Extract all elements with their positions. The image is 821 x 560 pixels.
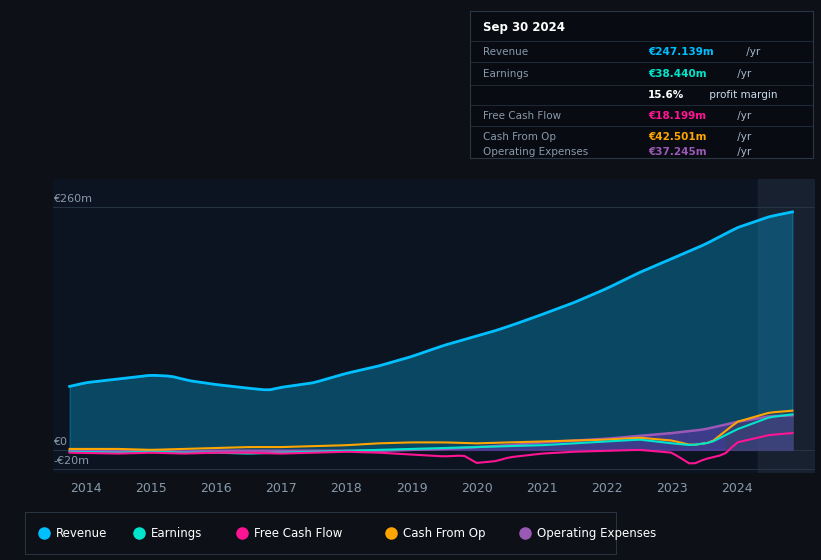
Text: Revenue: Revenue — [56, 527, 108, 540]
Text: Cash From Op: Cash From Op — [403, 527, 485, 540]
Text: Sep 30 2024: Sep 30 2024 — [484, 21, 566, 35]
Text: €37.245m: €37.245m — [648, 147, 707, 157]
Text: Earnings: Earnings — [484, 68, 529, 78]
Text: /yr: /yr — [734, 68, 751, 78]
Text: -€20m: -€20m — [53, 456, 89, 466]
Text: €18.199m: €18.199m — [648, 111, 706, 121]
Text: /yr: /yr — [734, 132, 751, 142]
Text: Free Cash Flow: Free Cash Flow — [484, 111, 562, 121]
Text: €42.501m: €42.501m — [648, 132, 707, 142]
Text: €260m: €260m — [53, 194, 93, 204]
Text: profit margin: profit margin — [706, 90, 778, 100]
Text: Free Cash Flow: Free Cash Flow — [254, 527, 342, 540]
Text: €247.139m: €247.139m — [648, 46, 713, 57]
Text: Revenue: Revenue — [484, 46, 529, 57]
Text: €0: €0 — [53, 437, 67, 447]
Text: 15.6%: 15.6% — [648, 90, 685, 100]
Text: /yr: /yr — [734, 111, 751, 121]
Bar — [758, 179, 815, 473]
Text: Earnings: Earnings — [151, 527, 203, 540]
Text: /yr: /yr — [734, 147, 751, 157]
Text: Cash From Op: Cash From Op — [484, 132, 557, 142]
Text: Operating Expenses: Operating Expenses — [537, 527, 656, 540]
Text: €38.440m: €38.440m — [648, 68, 707, 78]
Text: Operating Expenses: Operating Expenses — [484, 147, 589, 157]
Text: /yr: /yr — [744, 46, 761, 57]
